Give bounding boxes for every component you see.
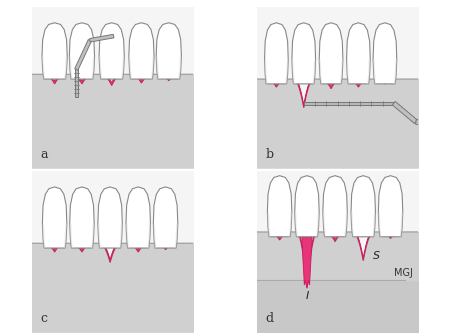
Polygon shape bbox=[72, 73, 92, 84]
Polygon shape bbox=[98, 187, 122, 248]
Polygon shape bbox=[98, 223, 101, 248]
Polygon shape bbox=[394, 59, 397, 84]
Polygon shape bbox=[292, 23, 315, 84]
Polygon shape bbox=[91, 223, 94, 248]
Polygon shape bbox=[175, 223, 178, 248]
Polygon shape bbox=[304, 102, 394, 105]
Text: I: I bbox=[305, 291, 309, 300]
Polygon shape bbox=[378, 176, 403, 237]
Polygon shape bbox=[178, 57, 181, 79]
Polygon shape bbox=[121, 57, 124, 79]
Polygon shape bbox=[151, 57, 154, 79]
Polygon shape bbox=[323, 212, 326, 237]
Polygon shape bbox=[325, 230, 345, 241]
Polygon shape bbox=[415, 119, 432, 127]
Polygon shape bbox=[351, 212, 354, 237]
Polygon shape bbox=[316, 212, 319, 237]
Polygon shape bbox=[69, 57, 72, 79]
Polygon shape bbox=[72, 242, 92, 252]
Polygon shape bbox=[344, 212, 347, 237]
Polygon shape bbox=[101, 73, 122, 85]
Polygon shape bbox=[266, 77, 286, 87]
Text: MGJ: MGJ bbox=[394, 268, 413, 278]
Polygon shape bbox=[265, 23, 288, 84]
Polygon shape bbox=[323, 176, 347, 237]
Polygon shape bbox=[99, 23, 124, 79]
Polygon shape bbox=[99, 57, 103, 79]
Polygon shape bbox=[353, 230, 373, 260]
Polygon shape bbox=[288, 212, 292, 237]
Polygon shape bbox=[44, 242, 65, 252]
Polygon shape bbox=[70, 187, 94, 248]
Text: a: a bbox=[40, 148, 48, 161]
Polygon shape bbox=[153, 223, 157, 248]
Polygon shape bbox=[348, 77, 369, 87]
Polygon shape bbox=[265, 59, 268, 84]
Polygon shape bbox=[267, 212, 270, 237]
Polygon shape bbox=[372, 212, 375, 237]
Polygon shape bbox=[294, 78, 314, 107]
Text: S: S bbox=[373, 251, 380, 261]
Polygon shape bbox=[302, 237, 312, 288]
Polygon shape bbox=[367, 59, 370, 84]
Polygon shape bbox=[346, 59, 350, 84]
Text: c: c bbox=[40, 312, 47, 325]
Polygon shape bbox=[375, 77, 395, 84]
Text: b: b bbox=[265, 148, 273, 161]
Polygon shape bbox=[156, 23, 181, 79]
Polygon shape bbox=[42, 23, 67, 79]
Polygon shape bbox=[351, 176, 375, 237]
Polygon shape bbox=[131, 73, 152, 83]
Polygon shape bbox=[64, 57, 67, 79]
Polygon shape bbox=[42, 187, 67, 248]
Polygon shape bbox=[42, 57, 45, 79]
Polygon shape bbox=[378, 212, 382, 237]
Polygon shape bbox=[319, 59, 322, 84]
Polygon shape bbox=[63, 223, 67, 248]
Polygon shape bbox=[292, 59, 295, 84]
Polygon shape bbox=[75, 40, 91, 70]
Polygon shape bbox=[285, 59, 288, 84]
Polygon shape bbox=[128, 242, 148, 252]
Polygon shape bbox=[126, 187, 150, 248]
Polygon shape bbox=[156, 57, 159, 79]
Polygon shape bbox=[75, 69, 78, 97]
Polygon shape bbox=[295, 176, 319, 237]
Polygon shape bbox=[119, 223, 122, 248]
Polygon shape bbox=[147, 223, 150, 248]
Polygon shape bbox=[381, 230, 400, 238]
Polygon shape bbox=[392, 102, 418, 124]
Polygon shape bbox=[321, 78, 341, 88]
Polygon shape bbox=[129, 23, 154, 79]
Text: d: d bbox=[265, 312, 273, 325]
Polygon shape bbox=[373, 59, 376, 84]
Polygon shape bbox=[312, 59, 315, 84]
Polygon shape bbox=[90, 34, 114, 42]
Polygon shape bbox=[267, 176, 292, 237]
Polygon shape bbox=[319, 23, 343, 84]
Polygon shape bbox=[70, 223, 73, 248]
Polygon shape bbox=[346, 23, 370, 84]
Polygon shape bbox=[129, 57, 132, 79]
Polygon shape bbox=[297, 230, 317, 287]
Polygon shape bbox=[158, 73, 179, 80]
Polygon shape bbox=[100, 242, 120, 262]
Polygon shape bbox=[295, 212, 298, 237]
Polygon shape bbox=[400, 212, 403, 237]
Polygon shape bbox=[69, 23, 94, 79]
Polygon shape bbox=[42, 223, 45, 248]
Polygon shape bbox=[91, 57, 94, 79]
Polygon shape bbox=[269, 230, 290, 240]
Polygon shape bbox=[156, 242, 176, 250]
Polygon shape bbox=[126, 223, 129, 248]
Polygon shape bbox=[153, 187, 178, 248]
Polygon shape bbox=[373, 23, 397, 84]
Polygon shape bbox=[340, 59, 343, 84]
Polygon shape bbox=[44, 73, 65, 84]
